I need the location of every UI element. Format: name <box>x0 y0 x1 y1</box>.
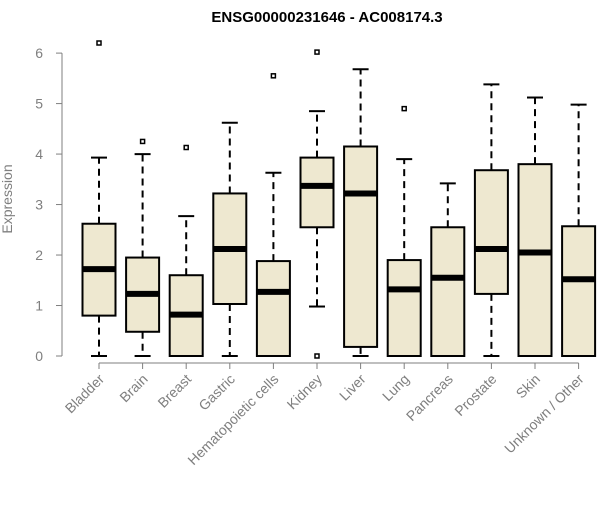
box-kidney <box>299 49 335 359</box>
x-tick-label: Bladder <box>62 371 108 417</box>
y-tick-label: 2 <box>35 247 43 263</box>
x-tick-label: Breast <box>154 371 194 411</box>
y-axis: 0 1 2 3 4 5 6 <box>35 45 63 364</box>
y-tick-label: 3 <box>35 197 43 213</box>
box-iqr <box>430 226 466 357</box>
box-iqr <box>561 225 597 357</box>
x-tick-label: Skin <box>513 371 544 402</box>
y-tick-label: 5 <box>35 96 43 112</box>
x-tick-label: Brain <box>116 371 150 405</box>
y-tick-label: 4 <box>35 146 43 162</box>
box-breast <box>168 144 204 357</box>
outlier-point <box>270 73 277 79</box>
box-gastric <box>212 121 248 357</box>
box-iqr <box>343 145 379 348</box>
box-brain <box>125 138 161 357</box>
x-tick-label: Prostate <box>451 371 499 419</box>
box-prostate <box>473 83 509 357</box>
boxes-group <box>81 40 597 359</box>
x-tick-label: Liver <box>336 371 369 404</box>
box-skin <box>517 96 553 357</box>
box-iqr <box>255 260 291 358</box>
box-hematopoietic-cells <box>255 73 291 358</box>
outlier-point <box>139 138 146 145</box>
outlier-point <box>96 40 102 46</box>
outlier-point <box>183 144 189 151</box>
box-iqr <box>517 163 553 357</box>
box-pancreas <box>430 182 466 357</box>
chart-title: ENSG00000231646 - AC008174.3 <box>211 9 442 26</box>
y-tick-label: 6 <box>35 45 43 61</box>
y-tick-label: 1 <box>35 298 43 314</box>
y-tick-label: 0 <box>35 348 43 364</box>
box-unknown-other <box>561 103 597 357</box>
x-tick-label: Gastric <box>195 371 238 414</box>
box-iqr <box>299 156 335 229</box>
y-axis-label: Expression <box>0 164 15 233</box>
box-iqr <box>386 259 422 358</box>
x-tick-label: Kidney <box>284 371 326 413</box>
x-tick-label: Lung <box>379 371 412 404</box>
x-tick-label: Unknown / Other <box>501 371 587 457</box>
outlier-point <box>314 353 320 359</box>
box-bladder <box>81 40 117 357</box>
x-tick-label: Pancreas <box>403 371 456 424</box>
box-iqr <box>473 169 509 295</box>
box-liver <box>343 68 379 357</box>
outlier-point <box>314 49 320 55</box>
outlier-point <box>401 105 407 112</box>
box-lung <box>386 105 422 358</box>
